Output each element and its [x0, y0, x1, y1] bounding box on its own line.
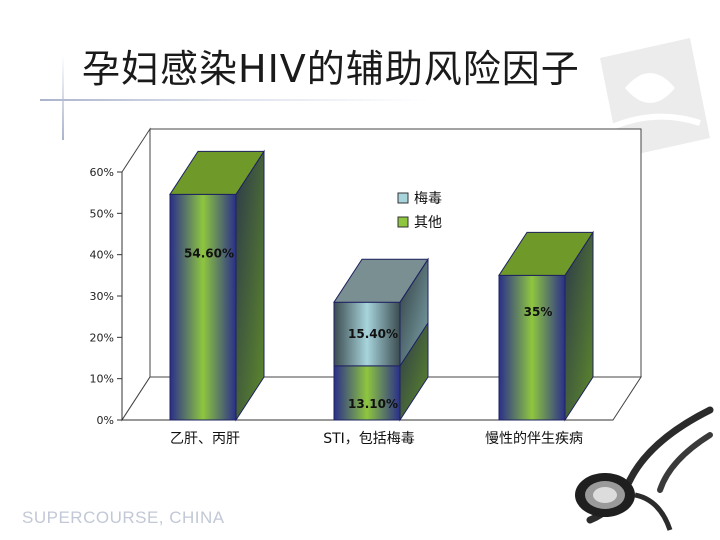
legend-swatch-other [397, 216, 409, 228]
legend-label-other: 其他 [414, 215, 442, 231]
x-category-label: 乙肝、丙肝 [170, 431, 240, 447]
x-category-label: STI，包括梅毒 [323, 431, 415, 447]
data-label-other: 13.10% [348, 397, 398, 411]
y-tick-label: 10% [90, 373, 114, 386]
slide-title: 孕妇感染HIV的辅助风险因子 [82, 47, 580, 91]
data-label-other: 35% [524, 305, 553, 319]
legend-label-syphilis: 梅毒 [414, 191, 442, 207]
bar-top-face [498, 231, 594, 276]
stethoscope-image [575, 406, 714, 531]
bar-other-side [235, 149, 265, 422]
bar-other-front [498, 274, 566, 421]
bar-top-face [333, 258, 429, 303]
bar-syphilis-front [333, 301, 401, 367]
watermark-logo [600, 38, 710, 158]
y-tick-label: 60% [90, 166, 114, 179]
y-tick-label: 20% [90, 331, 114, 344]
x-category-label: 慢性的伴生疾病 [485, 430, 583, 447]
y-tick-label: 40% [90, 249, 114, 262]
y-tick-label: 0% [97, 414, 114, 427]
footer-brand: SUPERCOURSE, CHINA [22, 508, 225, 527]
decorative-vertical-line [62, 55, 64, 140]
y-tick-label: 30% [90, 290, 114, 303]
decorative-horizontal-line [40, 99, 430, 101]
bar-top-face [169, 150, 265, 195]
bar-other-front [169, 193, 237, 421]
data-label-syphilis: 15.40% [348, 327, 398, 341]
data-label-other: 54.60% [184, 247, 234, 261]
bar-other-front [333, 365, 401, 421]
y-tick-label: 50% [90, 207, 114, 220]
chart-side-wall [121, 127, 151, 422]
legend-swatch-syphilis [397, 192, 409, 204]
